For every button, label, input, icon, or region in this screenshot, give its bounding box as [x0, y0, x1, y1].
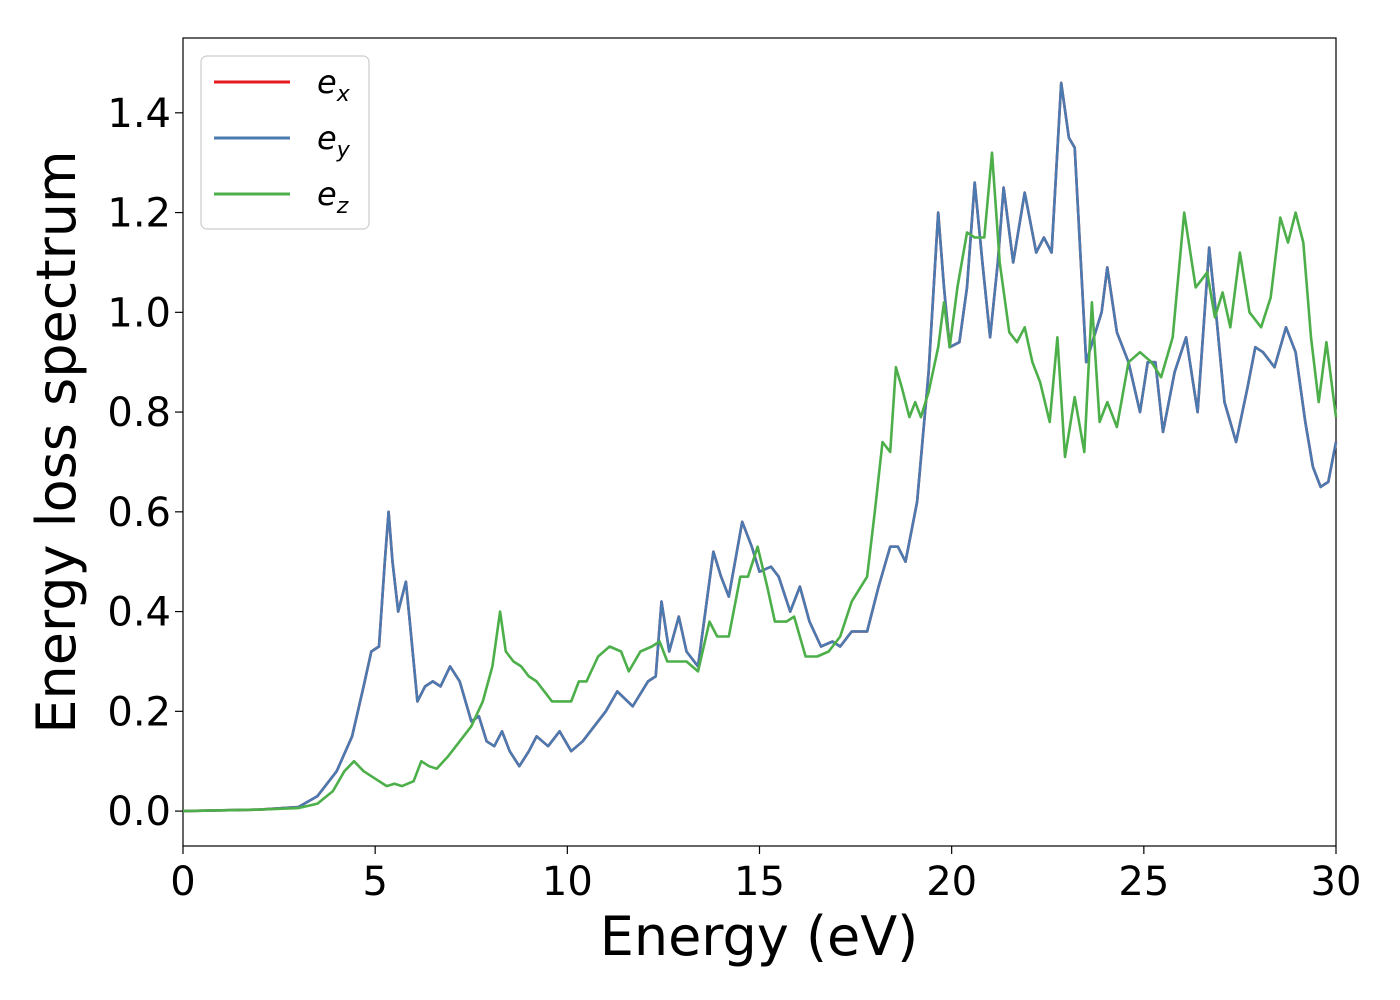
series-layer — [182, 81, 1338, 813]
series-line-y — [182, 81, 1338, 813]
y-tick-label: 0.0 — [107, 789, 171, 835]
y-ticks: 0.0 0.2 0.4 0.6 0.8 1.0 1.2 1.4 — [107, 91, 183, 835]
x-tick-label: 15 — [734, 859, 785, 905]
y-tick-label: 0.6 — [107, 490, 171, 536]
y-tick-label: 0.4 — [107, 590, 171, 636]
y-tick-label: 1.0 — [107, 290, 171, 336]
legend-box — [200, 55, 370, 230]
y-axis-label: Energy loss spectrum — [25, 150, 88, 733]
plot-area — [182, 37, 1337, 847]
y-tick-label: 1.2 — [107, 191, 171, 237]
y-tick-label: 1.4 — [107, 91, 171, 137]
legend-label-z: ez — [317, 175, 349, 219]
x-ticks: 0 5 10 15 20 25 30 — [170, 846, 1361, 905]
series-line-z — [182, 151, 1338, 813]
x-axis-label: Energy (eV) — [600, 905, 919, 968]
legend-label-x: ex — [317, 63, 351, 107]
legend: ex ey ez — [200, 55, 370, 230]
legend-label-y: ey — [317, 119, 351, 163]
y-tick-label: 0.2 — [107, 689, 171, 735]
x-tick-label: 0 — [170, 859, 195, 905]
x-tick-label: 25 — [1118, 859, 1169, 905]
x-tick-label: 5 — [362, 859, 387, 905]
x-tick-label: 10 — [542, 859, 593, 905]
x-tick-label: 20 — [926, 859, 977, 905]
y-tick-label: 0.8 — [107, 390, 171, 436]
x-tick-label: 30 — [1311, 859, 1362, 905]
